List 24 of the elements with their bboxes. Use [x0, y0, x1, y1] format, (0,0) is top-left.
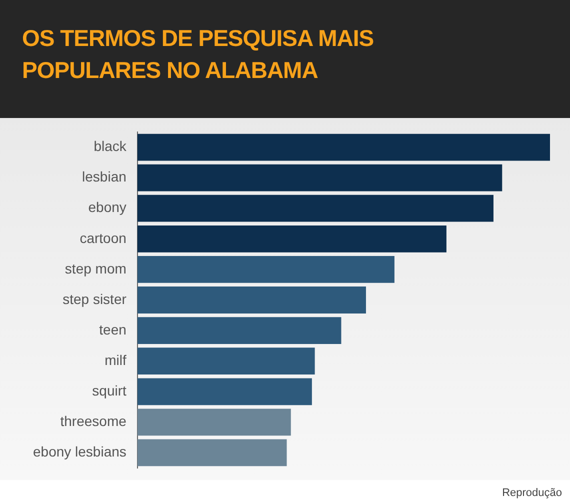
bar — [137, 286, 366, 314]
text: Reprodução — [502, 487, 562, 499]
bar — [137, 317, 342, 344]
y-tick-label: teen — [99, 321, 126, 338]
bar — [137, 256, 394, 283]
y-tick-label: ebony lesbians — [32, 444, 126, 460]
y-tick-label: step sister — [62, 290, 127, 307]
bar — [137, 225, 446, 252]
bar — [137, 348, 315, 375]
y-tick-label: cartoon — [80, 230, 126, 246]
bar — [137, 164, 502, 192]
bar — [137, 378, 312, 406]
y-tick-label: ebony — [88, 199, 126, 216]
y-tick-label: black — [94, 138, 128, 154]
y-tick-label: milf — [104, 352, 126, 368]
bar — [137, 408, 291, 436]
bar — [137, 439, 287, 466]
bar — [137, 134, 550, 161]
y-tick-label: step mom — [64, 260, 126, 276]
y-tick-label: threesome — [60, 413, 127, 430]
bar — [137, 194, 494, 222]
y-tick-label: lesbian — [82, 168, 126, 185]
chart-title: OS TERMOS DE PESQUISA MAIS POPULARES NO ALABAMA — [22, 24, 375, 85]
y-tick-label: squirt — [92, 382, 127, 398]
